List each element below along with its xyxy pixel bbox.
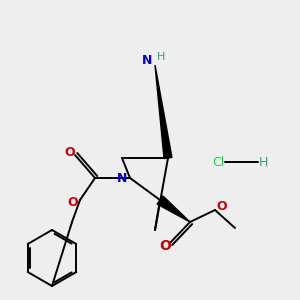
Text: O: O (159, 239, 171, 253)
Text: O: O (68, 196, 78, 208)
Text: N: N (117, 172, 127, 184)
Text: O: O (217, 200, 227, 214)
Text: Cl: Cl (212, 155, 224, 169)
Text: N: N (142, 53, 152, 67)
Text: O: O (65, 146, 75, 158)
Text: H: H (258, 155, 268, 169)
Polygon shape (155, 65, 172, 159)
Text: H: H (157, 52, 165, 62)
Polygon shape (157, 196, 190, 222)
